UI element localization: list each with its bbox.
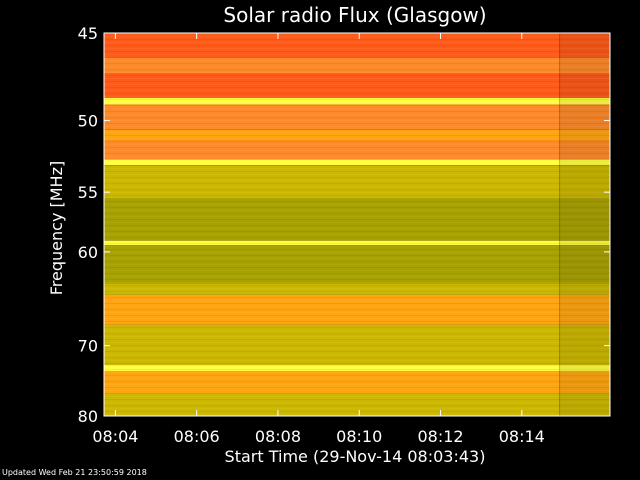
frequency-band-15 [104, 365, 610, 371]
frequency-band-9 [104, 198, 610, 241]
frequency-band-1 [104, 57, 610, 74]
y-tick-label: 55 [78, 183, 98, 202]
frequency-band-14 [104, 324, 610, 366]
y-tick-label: 45 [78, 24, 98, 43]
y-axis-label: Frequency [MHz] [47, 161, 66, 295]
frequency-band-2 [104, 73, 610, 98]
y-tick-label: 60 [78, 243, 98, 262]
x-tick-label: 08:12 [417, 427, 463, 446]
plot-area [104, 33, 610, 416]
frequency-band-4 [104, 104, 610, 130]
frequency-band-5 [104, 129, 610, 141]
frequency-band-13 [104, 294, 610, 325]
plot-frame [103, 32, 611, 417]
y-tick-label: 80 [78, 407, 98, 426]
frequency-band-7 [104, 159, 610, 166]
frequency-band-8 [104, 165, 610, 199]
chart-title: Solar radio Flux (Glasgow) [223, 3, 486, 27]
x-tick-label: 08:08 [255, 427, 301, 446]
frequency-band-17 [104, 393, 610, 416]
frequency-band-16 [104, 370, 610, 394]
frequency-band-3 [104, 97, 610, 105]
updated-footer: Updated Wed Feb 21 23:50:59 2018 [2, 468, 147, 477]
x-tick-label: 08:14 [499, 427, 545, 446]
axis-ticks: 08:04 08:06 08:08 08:10 08:12 08:14 45 50 55 60 70… [78, 24, 611, 446]
frequency-band-11 [104, 245, 610, 284]
frequency-band-6 [104, 140, 610, 160]
x-tick-label: 08:10 [336, 427, 382, 446]
frequency-band-10 [104, 240, 610, 246]
discontinuity-segment [559, 33, 610, 416]
x-axis-label: Start Time (29-Nov-14 08:03:43) [225, 447, 486, 466]
x-tick-label: 08:06 [174, 427, 220, 446]
y-tick-label: 70 [78, 337, 98, 356]
x-tick-label: 08:04 [92, 427, 138, 446]
frequency-band-0 [104, 33, 610, 58]
y-tick-label: 50 [78, 112, 98, 131]
frequency-band-12 [104, 283, 610, 295]
